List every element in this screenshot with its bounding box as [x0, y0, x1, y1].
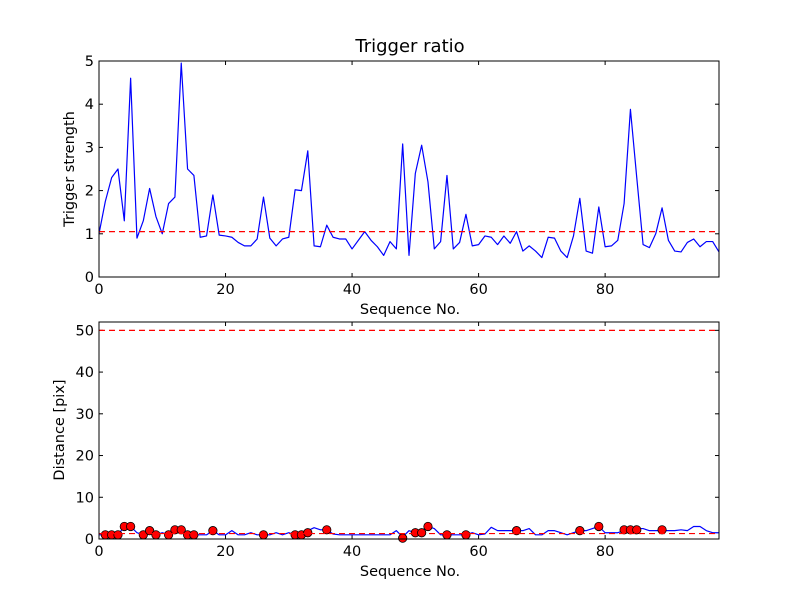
- y-tick-label: 40: [76, 365, 94, 381]
- series-line: [98, 62, 720, 259]
- data-point: [575, 526, 585, 536]
- y-tick-label: 0: [85, 532, 94, 548]
- y-axis-label: Distance [pix]: [52, 379, 68, 480]
- data-point: [461, 530, 471, 540]
- data-point: [113, 530, 123, 540]
- trigger-ratio-chart: Trigger ratio 0 20 40 60 80 0 1 2 3 4 5 Sequence …: [62, 36, 720, 318]
- y-tick-label: 4: [85, 97, 94, 113]
- y-tick-labels: 0 1 2 3 4 5: [85, 54, 94, 286]
- y-axis-label: Trigger strength: [62, 111, 78, 228]
- x-tick-label: 60: [469, 544, 487, 560]
- x-tick-label: 0: [94, 282, 103, 298]
- y-tick-label: 2: [85, 184, 94, 200]
- x-tick-label: 60: [469, 282, 487, 298]
- y-tick-label: 1: [85, 227, 94, 243]
- data-point: [657, 525, 667, 535]
- x-tick-label: 40: [343, 282, 361, 298]
- chart-title: Trigger ratio: [354, 36, 464, 57]
- series-line: [99, 525, 719, 538]
- data-point: [423, 521, 433, 532]
- distance-chart: 0 20 40 60 80 0 10 20 30 40 50 Sequence No. Dista…: [52, 321, 720, 580]
- y-tick-label: 30: [76, 407, 94, 423]
- y-tick-label: 50: [76, 323, 94, 339]
- x-tick-label: 20: [216, 544, 234, 560]
- data-point: [322, 525, 332, 535]
- x-tick-labels: 0 20 40 60 80: [94, 544, 614, 560]
- x-axis-label: Sequence No.: [360, 564, 460, 580]
- x-tick-label: 20: [216, 282, 234, 298]
- data-point: [303, 528, 313, 538]
- x-tick-labels: 0 20 40 60 80: [94, 282, 614, 298]
- axes-frame: [98, 321, 720, 540]
- y-tick-label: 10: [76, 490, 94, 506]
- y-tick-label: 0: [85, 270, 94, 286]
- plot-area: [99, 329, 719, 543]
- y-tick-label: 5: [85, 54, 94, 70]
- x-axis-label: Sequence No.: [360, 302, 460, 318]
- data-point: [258, 530, 269, 540]
- data-point: [511, 526, 522, 536]
- data-point: [208, 526, 218, 536]
- x-tick-label: 80: [596, 544, 614, 560]
- plot-area: [98, 62, 720, 259]
- x-tick-label: 80: [596, 282, 614, 298]
- data-point: [417, 528, 427, 538]
- data-point: [632, 525, 642, 535]
- data-point: [442, 530, 452, 540]
- data-point: [189, 530, 199, 540]
- y-tick-label: 3: [85, 140, 94, 156]
- data-point: [594, 521, 604, 532]
- data-point: [145, 526, 155, 536]
- data-point: [398, 533, 408, 543]
- x-tick-label: 40: [343, 544, 361, 560]
- y-tick-labels: 0 10 20 30 40 50: [76, 323, 94, 548]
- y-tick-label: 20: [76, 449, 94, 465]
- x-tick-label: 0: [94, 544, 103, 560]
- data-point: [151, 530, 161, 540]
- data-point: [126, 521, 136, 532]
- axes-frame: [98, 60, 720, 278]
